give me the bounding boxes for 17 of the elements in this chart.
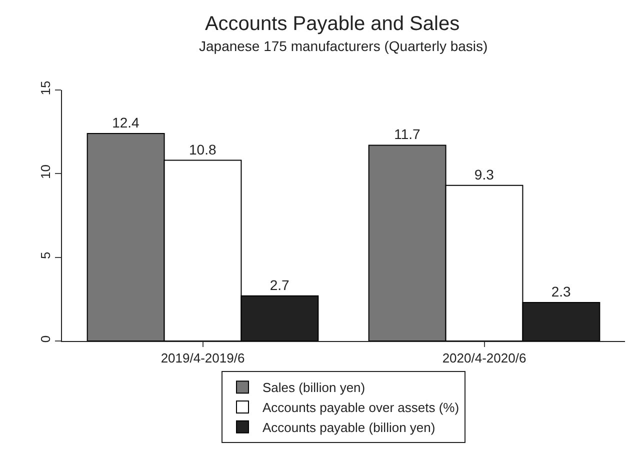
y-tick-label: 0 [38,335,53,343]
chart-subtitle: Japanese 175 manufacturers (Quarterly basis) [199,38,488,54]
x-tick-label: 2020/4-2020/6 [442,350,526,366]
data-label: 2.7 [270,276,290,293]
y-tick-label: 15 [38,80,53,96]
chart-title: Accounts Payable and Sales [204,12,460,35]
y-tick-label: 10 [38,164,53,179]
legend-label: Accounts payable (billion yen) [262,420,436,435]
data-label: 9.3 [474,166,494,182]
data-label: 11.7 [394,126,421,142]
data-label: 12.4 [112,114,140,131]
legend-label: Accounts payable over assets (%) [262,400,460,416]
legend-label: Sales (billion yen) [262,380,366,396]
data-label: 10.8 [189,141,216,158]
x-tick-label: 2019/4-2019/6 [160,350,245,366]
data-label: 2.3 [551,284,572,300]
y-tick-label: 5 [38,252,53,259]
